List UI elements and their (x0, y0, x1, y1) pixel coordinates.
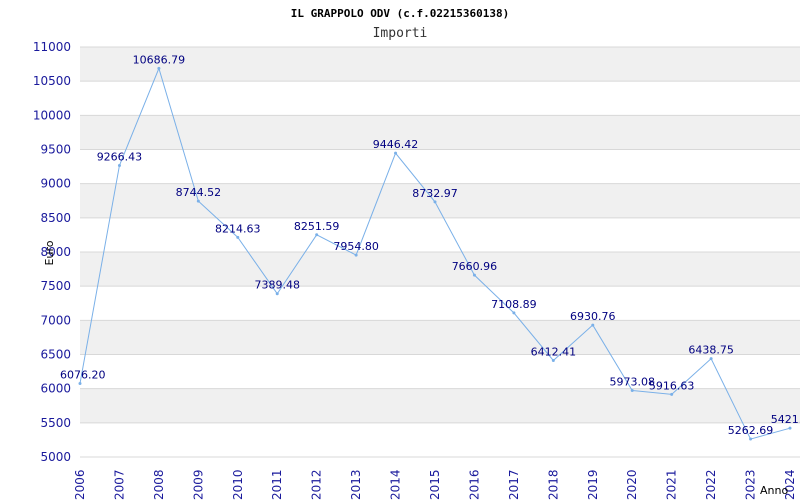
data-point (236, 235, 240, 239)
data-label: 8732.97 (412, 187, 458, 200)
y-tick-label: 10500 (33, 74, 71, 88)
data-point (394, 151, 398, 155)
x-tick-label: 2010 (231, 469, 245, 500)
grid-band (80, 115, 800, 150)
x-tick-label: 2023 (744, 469, 758, 500)
y-tick-label: 5000 (40, 450, 71, 464)
data-point (433, 200, 437, 204)
x-tick-label: 2007 (112, 469, 126, 500)
data-label: 5973.08 (609, 376, 655, 389)
x-tick-label: 2006 (73, 469, 87, 500)
x-tick-label: 2019 (586, 469, 600, 500)
y-tick-label: 10000 (33, 108, 71, 122)
grid-band (80, 252, 800, 287)
data-point (275, 292, 279, 296)
grid-band (80, 388, 800, 423)
x-tick-label: 2016 (467, 469, 481, 500)
x-tick-label: 2022 (704, 469, 718, 500)
data-point (315, 233, 319, 237)
gridlines (80, 46, 800, 458)
y-tick-label: 6000 (40, 382, 71, 396)
x-axis-label: Anno (760, 484, 788, 497)
data-label: 7954.80 (333, 240, 379, 253)
data-label: 7108.89 (491, 298, 537, 311)
data-point (472, 273, 476, 277)
y-tick-label: 6500 (40, 348, 71, 362)
y-tick-label: 8000 (40, 245, 71, 259)
data-label: 9446.42 (373, 138, 419, 151)
data-label: 9266.43 (97, 150, 143, 163)
y-tick-label: 11000 (33, 40, 71, 54)
x-tick-label: 2008 (152, 469, 166, 500)
data-point (551, 358, 555, 362)
data-point (709, 357, 713, 361)
chart-title: IL GRAPPOLO ODV (c.f.02215360138) (291, 7, 510, 20)
data-label: 7389.48 (254, 279, 300, 292)
data-label: 5262.69 (728, 424, 774, 437)
data-label: 5916.63 (649, 379, 695, 392)
data-point (512, 311, 516, 315)
x-tick-label: 2021 (665, 469, 679, 500)
data-point (630, 389, 634, 393)
x-tick-label: 2018 (546, 469, 560, 500)
x-tick-label: 2014 (389, 469, 403, 500)
data-point (117, 163, 121, 167)
data-label: 7660.96 (452, 260, 498, 273)
data-point (157, 66, 161, 70)
x-tick-label: 2013 (349, 469, 363, 500)
x-tick-label: 2024 (783, 469, 797, 500)
data-label: 6930.76 (570, 310, 616, 323)
data-label: 8214.63 (215, 222, 261, 235)
data-label: 6412.41 (531, 345, 577, 358)
x-tick-label: 2009 (191, 469, 205, 500)
y-tick-label: 7000 (40, 313, 71, 327)
y-tick-label: 8500 (40, 211, 71, 225)
y-tick-labels: 5000 5500 6000 6500 7000 7500 8000 8500 9000 9500… (33, 40, 71, 464)
data-label: 8251.59 (294, 220, 340, 233)
data-point (196, 199, 200, 203)
y-tick-label: 9500 (40, 143, 71, 157)
data-point (670, 392, 674, 396)
y-tick-label: 9000 (40, 177, 71, 191)
data-point (749, 437, 753, 441)
data-point (591, 323, 595, 327)
grid-band (80, 47, 800, 82)
data-point (788, 426, 792, 430)
x-tick-label: 2017 (507, 469, 521, 500)
data-label: 10686.79 (133, 53, 186, 66)
data-point (78, 381, 82, 385)
x-tick-label: 2012 (310, 469, 324, 500)
data-label: 5421.8 (771, 413, 800, 426)
chart-subtitle: Importi (373, 26, 428, 41)
background-bands (80, 47, 800, 423)
data-label: 6076.20 (60, 368, 106, 381)
data-point (354, 253, 358, 257)
x-tick-label: 2011 (270, 469, 284, 500)
y-tick-label: 5500 (40, 416, 71, 430)
grid-band (80, 320, 800, 355)
y-tick-label: 7500 (40, 279, 71, 293)
x-tick-labels: 2006 2007 2008 2009 2010 2011 2012 2013 2014 2015… (73, 469, 797, 500)
data-label: 6438.75 (688, 344, 734, 357)
data-label: 8744.52 (176, 186, 222, 199)
x-tick-label: 2020 (625, 469, 639, 500)
y-axis-label: Euro (43, 240, 56, 265)
data-labels: 6076.20 9266.43 10686.79 8744.52 8214.63 7389… (60, 53, 800, 441)
x-tick-label: 2015 (428, 469, 442, 500)
